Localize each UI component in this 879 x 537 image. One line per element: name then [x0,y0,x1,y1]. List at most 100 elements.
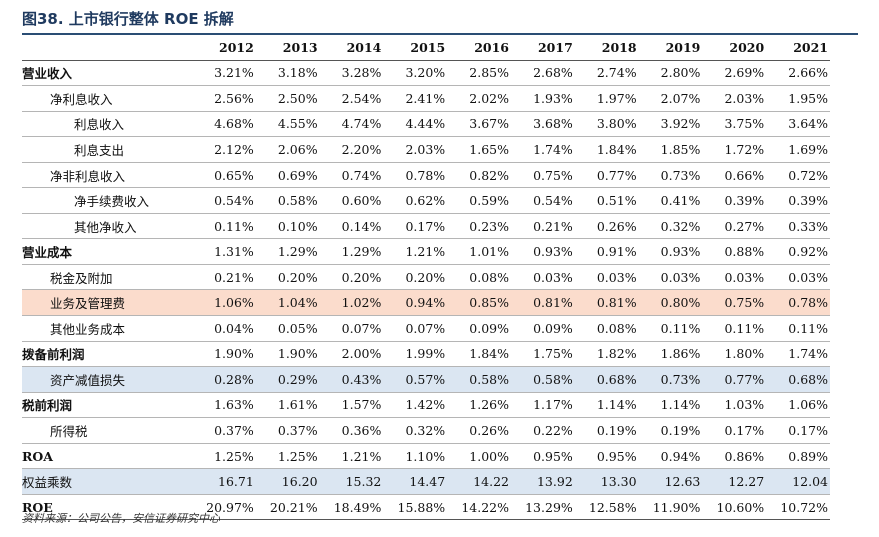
table-row: 业务及管理费 1.06% 1.04% 1.02% 0.94% 0.85% 0.81% 0.81… [22,289,830,317]
value-cell: 16.20 [255,468,320,495]
table-row: 其他净收入 0.11% 0.10% 0.14% 0.17% 0.23% 0.21% 0.26%… [22,213,830,240]
value-cell: 0.66% [702,162,767,189]
value-cell: 0.95% [574,443,639,470]
value-cell: 0.77% [702,366,767,393]
row-label: 税金及附加 [22,264,192,291]
value-cell: 18.49% [319,494,384,521]
value-cell: 0.51% [574,187,639,214]
value-cell: 0.37% [192,417,256,444]
value-cell: 0.89% [766,443,830,470]
value-cell: 0.04% [192,315,256,342]
value-cell: 0.11% [192,213,256,240]
value-cell: 1.21% [383,238,448,265]
value-cell: 1.69% [766,136,830,163]
value-cell: 14.22 [447,468,511,495]
value-cell: 0.94% [638,443,703,470]
title-rule [22,33,858,35]
value-cell: 2.03% [702,85,767,112]
value-cell: 0.92% [766,238,830,265]
value-cell: 1.02% [319,289,384,317]
row-label: 净手续费收入 [22,187,192,214]
row-label: 业务及管理费 [22,289,192,317]
value-cell: 1.17% [510,392,575,419]
header-row: 2012 2013 2014 2015 2016 2017 2018 2019 … [22,35,830,61]
value-cell: 1.90% [255,341,320,368]
value-cell: 0.94% [383,289,448,317]
value-cell: 4.55% [255,111,320,138]
value-cell: 0.11% [638,315,703,342]
value-cell: 0.32% [638,213,703,240]
value-cell: 2.56% [192,85,256,112]
value-cell: 2.00% [319,341,384,368]
value-cell: 11.90% [638,494,703,521]
table-row: 税金及附加 0.21% 0.20% 0.20% 0.20% 0.08% 0.03% 0.03%… [22,264,830,291]
value-cell: 0.09% [447,315,511,342]
value-cell: 0.75% [702,289,767,317]
value-cell: 0.11% [766,315,830,342]
value-cell: 2.54% [319,85,384,112]
table-row: 净非利息收入 0.65% 0.69% 0.74% 0.78% 0.82% 0.75% 0.77… [22,162,830,189]
value-cell: 2.50% [255,85,320,112]
value-cell: 1.06% [766,392,830,419]
row-label: 利息收入 [22,111,192,138]
value-cell: 0.93% [510,238,575,265]
value-cell: 0.37% [255,417,320,444]
value-cell: 1.25% [192,443,256,470]
value-cell: 0.36% [319,417,384,444]
header-label-cell [22,35,192,61]
value-cell: 10.60% [702,494,767,521]
value-cell: 0.59% [447,187,511,214]
table-row: 其他业务成本 0.04% 0.05% 0.07% 0.07% 0.09% 0.09% 0.08… [22,315,830,342]
value-cell: 1.10% [383,443,448,470]
value-cell: 13.29% [510,494,575,521]
value-cell: 12.04 [766,468,830,495]
value-cell: 2.41% [383,85,448,112]
roe-decomposition-table: 2012 2013 2014 2015 2016 2017 2018 2019 … [22,35,830,521]
value-cell: 0.08% [574,315,639,342]
value-cell: 0.32% [383,417,448,444]
value-cell: 1.84% [447,341,511,368]
value-cell: 0.07% [383,315,448,342]
value-cell: 0.03% [510,264,575,291]
value-cell: 0.17% [383,213,448,240]
value-cell: 0.57% [383,366,448,393]
value-cell: 1.75% [510,341,575,368]
table-row: 利息收入 4.68% 4.55% 4.74% 4.44% 3.67% 3.68% 3.80% 3… [22,111,830,138]
row-label: 其他业务成本 [22,315,192,342]
value-cell: 1.14% [638,392,703,419]
year-header: 2021 [766,35,830,61]
value-cell: 0.54% [510,187,575,214]
value-cell: 0.26% [447,417,511,444]
row-label: ROA [22,443,192,470]
value-cell: 0.43% [319,366,384,393]
value-cell: 0.07% [319,315,384,342]
value-cell: 0.08% [447,264,511,291]
value-cell: 1.06% [192,289,256,317]
value-cell: 0.72% [766,162,830,189]
value-cell: 1.99% [383,341,448,368]
value-cell: 3.68% [510,111,575,138]
value-cell: 1.21% [319,443,384,470]
year-header: 2017 [510,35,575,61]
value-cell: 15.88% [383,494,448,521]
value-cell: 0.85% [447,289,511,317]
value-cell: 0.17% [766,417,830,444]
value-cell: 2.12% [192,136,256,163]
value-cell: 0.19% [574,417,639,444]
value-cell: 1.00% [447,443,511,470]
value-cell: 1.26% [447,392,511,419]
value-cell: 1.42% [383,392,448,419]
value-cell: 1.80% [702,341,767,368]
value-cell: 0.58% [510,366,575,393]
value-cell: 0.39% [766,187,830,214]
value-cell: 0.74% [319,162,384,189]
value-cell: 1.61% [255,392,320,419]
year-header: 2015 [383,35,448,61]
value-cell: 0.93% [638,238,703,265]
value-cell: 1.14% [574,392,639,419]
row-label: 权益乘数 [22,468,192,495]
value-cell: 0.20% [255,264,320,291]
value-cell: 0.14% [319,213,384,240]
table-row: 净手续费收入 0.54% 0.58% 0.60% 0.62% 0.59% 0.54% 0.51… [22,187,830,214]
value-cell: 1.65% [447,136,511,163]
